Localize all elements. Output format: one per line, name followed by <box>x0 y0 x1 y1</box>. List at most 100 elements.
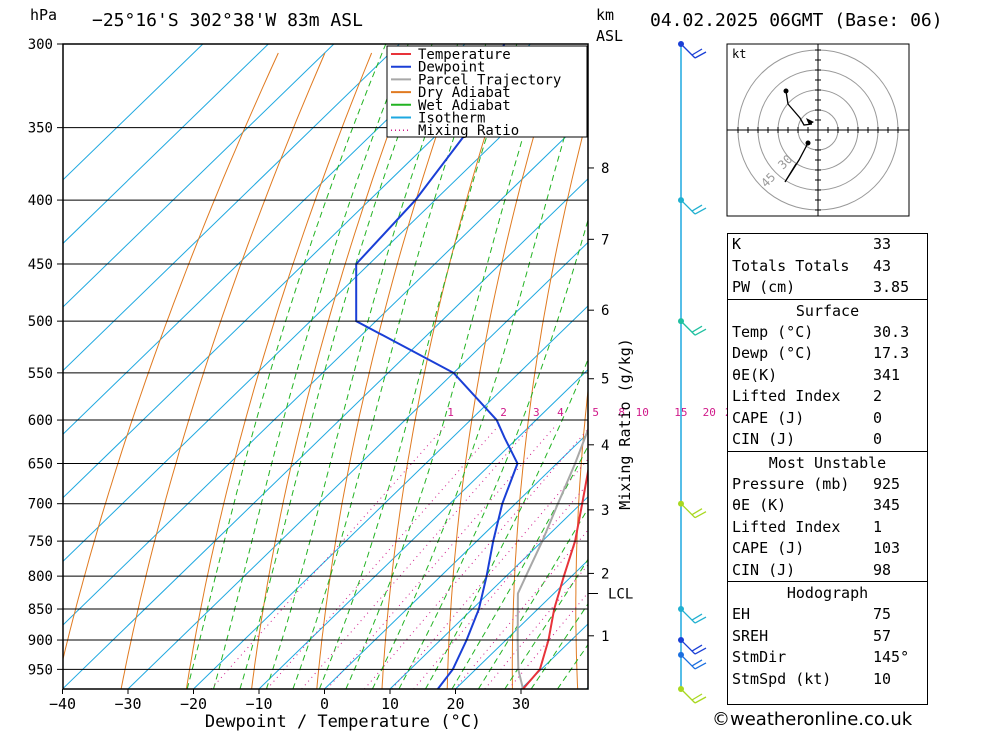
wet-adiabat <box>398 218 588 689</box>
index-value: 0 <box>873 430 883 448</box>
pressure-tick-label: 350 <box>28 121 53 137</box>
wind-barb-flag <box>694 511 707 519</box>
pressure-tick-label: 500 <box>28 314 53 330</box>
hodograph-trace <box>785 90 813 126</box>
index-label: StmDir <box>732 648 787 666</box>
dry-adiabat <box>63 52 279 662</box>
wind-barb-staff <box>680 320 696 336</box>
index-row: Lifted Index 2 <box>728 386 927 408</box>
wind-barb-flag <box>691 644 703 652</box>
index-row: θE (K) 345 <box>728 495 927 517</box>
index-row: Dewp (°C) 17.3 <box>728 343 927 365</box>
index-value: 17.3 <box>873 344 910 362</box>
index-value: 75 <box>873 605 892 623</box>
isotherm-line <box>63 44 269 245</box>
wind-barb-staff <box>680 43 696 59</box>
index-row: θE(K) 341 <box>728 365 927 387</box>
credit-link[interactable]: ©weatheronline.co.uk <box>712 709 913 730</box>
wet-adiabat <box>371 54 588 689</box>
x-tick-label: −40 <box>49 695 76 713</box>
run-date: 04.02.2025 06GMT (Base: 06) <box>650 10 943 31</box>
x-axis-label: Dewpoint / Temperature (°C) <box>205 712 481 732</box>
dry-adiabat <box>185 52 373 689</box>
mixing-ratio-line <box>391 458 588 689</box>
pressure-tick-label: 550 <box>28 366 53 382</box>
general-indices: K 33 Totals Totals 43 PW (cm) 3.85 <box>728 234 927 299</box>
mixing-ratio-label: 1 <box>447 406 454 419</box>
wet-adiabat <box>318 44 518 689</box>
isotherm-line <box>63 50 588 563</box>
dry-adiabat <box>120 52 326 689</box>
index-label: Lifted Index <box>732 387 841 405</box>
lcl-label: LCL <box>608 586 633 602</box>
isotherm-line <box>63 44 531 499</box>
wind-barb-flag <box>694 647 707 655</box>
index-label: SREH <box>732 626 769 645</box>
wind-barb <box>680 199 707 215</box>
wind-barb-flag <box>691 508 703 516</box>
index-value: 33 <box>873 235 892 253</box>
wind-barb-flag <box>694 616 707 624</box>
x-tick-label: 10 <box>381 695 399 713</box>
index-label: CAPE (J) <box>732 408 805 427</box>
index-label: Lifted Index <box>732 517 841 536</box>
wet-adiabat <box>292 44 487 689</box>
index-label: CIN (J) <box>732 560 796 579</box>
wind-barb-flag <box>694 662 707 670</box>
temperature-profile <box>522 466 588 689</box>
index-row: EH 75 <box>728 604 927 626</box>
most-unstable-header: Most Unstable <box>728 450 927 474</box>
legend-label: Parcel Trajectory <box>418 72 561 88</box>
index-row: SREH 57 <box>728 626 927 648</box>
wind-barb <box>680 320 707 336</box>
mixing-ratio-line <box>301 424 533 689</box>
legend-label: Temperature <box>418 47 511 63</box>
legend-label: Isotherm <box>418 111 485 127</box>
index-label: Totals Totals <box>732 256 850 275</box>
mixing-ratio-line <box>364 428 588 689</box>
pressure-tick-label: 950 <box>28 662 53 678</box>
wind-barb-flag <box>694 328 707 336</box>
x-tick-label: −20 <box>180 695 207 713</box>
wind-barb-staff <box>680 688 696 704</box>
mixing-ratio-label: 8 <box>618 406 625 419</box>
mixing-ratio-label: 3 <box>533 406 540 419</box>
index-row: Temp (°C) 30.3 <box>728 322 927 344</box>
hodograph-unit: kt <box>732 47 746 61</box>
dry-adiabat <box>970 53 1000 689</box>
mixing-ratio-line <box>454 529 588 689</box>
index-label: CIN (J) <box>732 430 796 448</box>
height-tick-label: 4 <box>601 438 609 454</box>
wind-barb <box>680 43 707 59</box>
hodograph-indices: EH 75 SREH 57 StmDir 145° StmSpd (kt) 10 <box>728 604 927 690</box>
index-value: 0 <box>873 408 883 427</box>
height-tick-label: 2 <box>601 566 609 582</box>
mixing-ratio-label: 4 <box>557 406 564 419</box>
index-row: K 33 <box>728 234 927 256</box>
wind-barb-flag <box>691 325 703 333</box>
wet-adiabat <box>424 358 588 689</box>
surface-header: Surface <box>728 298 927 322</box>
pressure-tick-label: 400 <box>28 193 53 209</box>
wind-barb <box>680 608 707 624</box>
wind-barb-flag <box>694 207 707 215</box>
pressure-tick-label: 450 <box>28 257 53 273</box>
isotherm-line <box>63 178 588 689</box>
pressure-tick-label: 750 <box>28 534 53 550</box>
mixing-ratio-label: 2 <box>500 406 507 419</box>
height-tick-label: 1 <box>601 629 609 645</box>
index-row: Lifted Index 1 <box>728 517 927 539</box>
pressure-unit-label: hPa <box>30 6 58 24</box>
index-value: 1 <box>873 517 883 536</box>
pressure-tick-label: 900 <box>28 633 53 649</box>
wind-barb-flag <box>691 693 703 701</box>
index-row: CAPE (J) 103 <box>728 538 927 560</box>
index-label: θE(K) <box>732 365 778 384</box>
wind-barb-staff <box>680 654 696 670</box>
index-value: 10 <box>873 669 892 688</box>
dry-adiabat <box>251 52 419 689</box>
legend-label: Wet Adiabat <box>418 98 511 114</box>
isotherm-line <box>63 44 466 435</box>
isotherm-line <box>193 305 588 689</box>
most-unstable-indices: Pressure (mb) 925 θE (K) 345 Lifted Index 1 CA… <box>728 474 927 582</box>
